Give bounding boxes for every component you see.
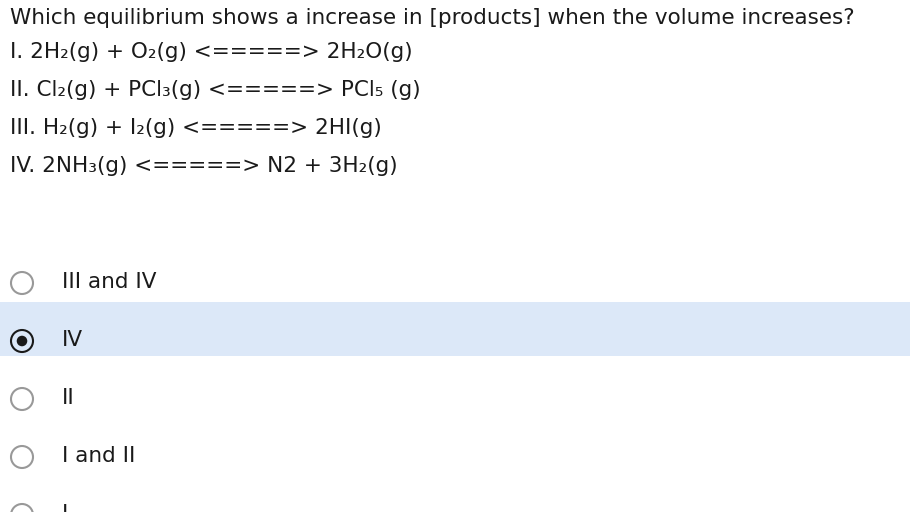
Text: I and II: I and II [62,446,136,466]
Text: I: I [62,504,68,512]
Text: IV. 2NH₃(g) <=====> N2 + 3H₂(g): IV. 2NH₃(g) <=====> N2 + 3H₂(g) [10,156,398,176]
Text: III and IV: III and IV [62,272,157,292]
Text: IV: IV [62,330,83,350]
Text: II. Cl₂(g) + PCl₃(g) <=====> PCl₅ (g): II. Cl₂(g) + PCl₃(g) <=====> PCl₅ (g) [10,80,420,100]
FancyBboxPatch shape [0,302,910,356]
Circle shape [16,336,27,346]
Text: II: II [62,388,75,408]
Text: Which equilibrium shows a increase in [products] when the volume increases?: Which equilibrium shows a increase in [p… [10,8,854,28]
Text: III. H₂(g) + I₂(g) <=====> 2HI(g): III. H₂(g) + I₂(g) <=====> 2HI(g) [10,118,382,138]
Text: I. 2H₂(g) + O₂(g) <=====> 2H₂O(g): I. 2H₂(g) + O₂(g) <=====> 2H₂O(g) [10,42,412,62]
